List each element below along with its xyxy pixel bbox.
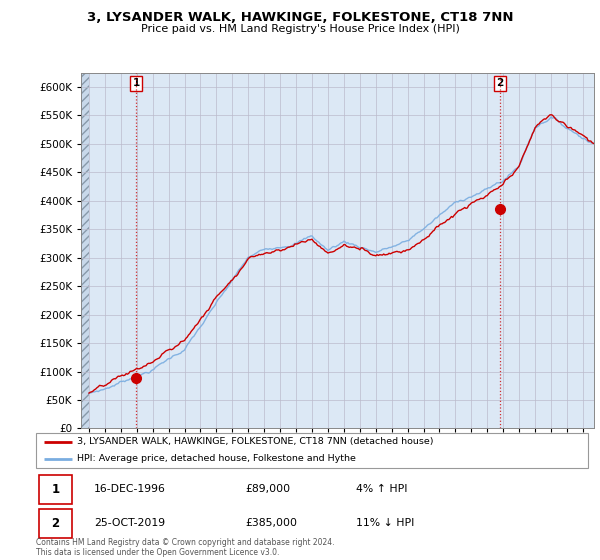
Text: £385,000: £385,000	[246, 519, 298, 528]
Text: 3, LYSANDER WALK, HAWKINGE, FOLKESTONE, CT18 7NN (detached house): 3, LYSANDER WALK, HAWKINGE, FOLKESTONE, …	[77, 437, 434, 446]
Text: 1: 1	[51, 483, 59, 496]
Text: 1: 1	[133, 78, 140, 88]
Text: 3, LYSANDER WALK, HAWKINGE, FOLKESTONE, CT18 7NN: 3, LYSANDER WALK, HAWKINGE, FOLKESTONE, …	[87, 11, 513, 24]
Text: 25-OCT-2019: 25-OCT-2019	[94, 519, 165, 528]
Bar	[39, 475, 72, 503]
Text: 16-DEC-1996: 16-DEC-1996	[94, 484, 166, 494]
FancyBboxPatch shape	[36, 433, 588, 468]
Text: £89,000: £89,000	[246, 484, 291, 494]
Text: Contains HM Land Registry data © Crown copyright and database right 2024.
This d: Contains HM Land Registry data © Crown c…	[36, 538, 335, 557]
Text: HPI: Average price, detached house, Folkestone and Hythe: HPI: Average price, detached house, Folk…	[77, 454, 356, 464]
Text: 2: 2	[51, 517, 59, 530]
Text: 4% ↑ HPI: 4% ↑ HPI	[356, 484, 407, 494]
Text: 2: 2	[497, 78, 504, 88]
Text: 11% ↓ HPI: 11% ↓ HPI	[356, 519, 415, 528]
Text: Price paid vs. HM Land Registry's House Price Index (HPI): Price paid vs. HM Land Registry's House …	[140, 24, 460, 34]
Bar	[39, 509, 72, 538]
Bar	[81, 73, 89, 428]
